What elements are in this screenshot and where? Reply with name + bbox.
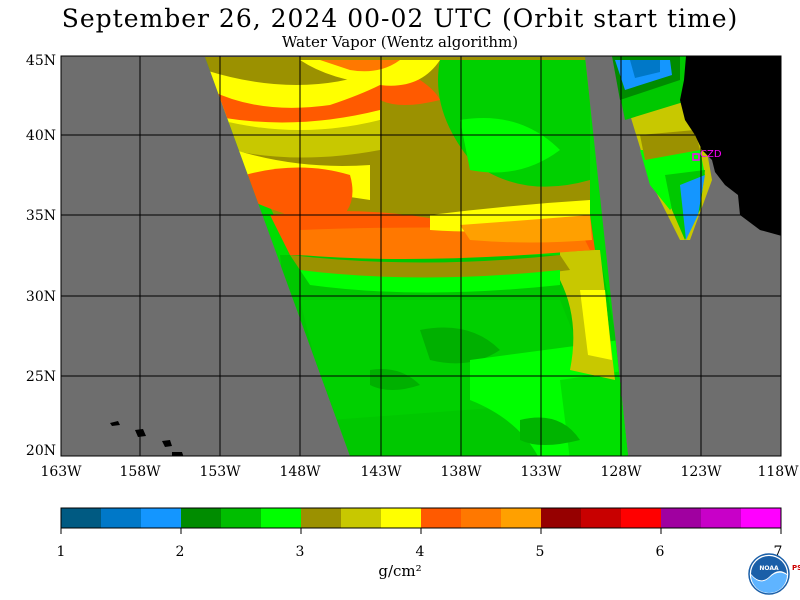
lon-label: 163W <box>40 464 82 480</box>
colorbar-swatch <box>101 508 142 528</box>
psl-text: PSL <box>792 564 800 572</box>
colorbar-swatch <box>621 508 662 528</box>
colorbar-swatch <box>301 508 342 528</box>
colorbar-tick: 3 <box>295 544 305 560</box>
lon-label: 148W <box>279 464 321 480</box>
map-subtitle: Water Vapor (Wentz algorithm) <box>281 33 519 51</box>
lat-label: 45N <box>26 53 56 69</box>
colorbar-swatch <box>661 508 702 528</box>
lat-label: 25N <box>26 369 56 385</box>
colorbar-swatch <box>341 508 382 528</box>
grid <box>61 56 781 456</box>
colorbar-swatch <box>261 508 302 528</box>
lon-label: 133W <box>520 464 562 480</box>
lon-label: 128W <box>600 464 642 480</box>
station-label: CZD <box>700 149 722 160</box>
lat-label: 40N <box>26 128 56 144</box>
logo-text: NOAA <box>759 565 779 572</box>
colorbar-swatch <box>741 508 782 528</box>
lon-label: 123W <box>680 464 722 480</box>
colorbar-tick: 1 <box>56 544 66 560</box>
colorbar-swatch <box>141 508 182 528</box>
colorbar-units: g/cm² <box>378 562 422 580</box>
lon-label: 138W <box>440 464 482 480</box>
noaa-logo-icon: NOAA <box>748 553 790 595</box>
colorbar-tick: 7 <box>773 544 783 560</box>
lat-label: 30N <box>26 289 56 305</box>
colorbar-swatch <box>221 508 262 528</box>
colorbar-swatch <box>581 508 622 528</box>
colorbar <box>60 507 782 534</box>
colorbar-swatch <box>181 508 222 528</box>
main-swath <box>205 57 628 456</box>
lon-label: 153W <box>199 464 241 480</box>
lon-label: 158W <box>119 464 161 480</box>
colorbar-swatch <box>461 508 502 528</box>
colorbar-tick: 2 <box>175 544 185 560</box>
colorbar-swatch <box>61 508 102 528</box>
colorbar-tick: 4 <box>415 544 425 560</box>
lon-label: 143W <box>360 464 402 480</box>
lat-label: 20N <box>26 443 56 459</box>
map-frame <box>60 55 782 457</box>
colorbar-swatch <box>541 508 582 528</box>
lon-label: 118W <box>757 464 799 480</box>
colorbar-tick: 5 <box>535 544 545 560</box>
colorbar-tick: 6 <box>655 544 665 560</box>
colorbar-swatch <box>701 508 742 528</box>
map-title: September 26, 2024 00-02 UTC (Orbit star… <box>61 4 739 33</box>
land-coast <box>680 56 781 236</box>
colorbar-swatch <box>421 508 462 528</box>
colorbar-swatch <box>501 508 542 528</box>
lat-label: 35N <box>26 208 56 224</box>
hawaii-islands <box>110 421 184 456</box>
station-marker-czd: CZD <box>692 149 722 161</box>
colorbar-swatch <box>381 508 422 528</box>
